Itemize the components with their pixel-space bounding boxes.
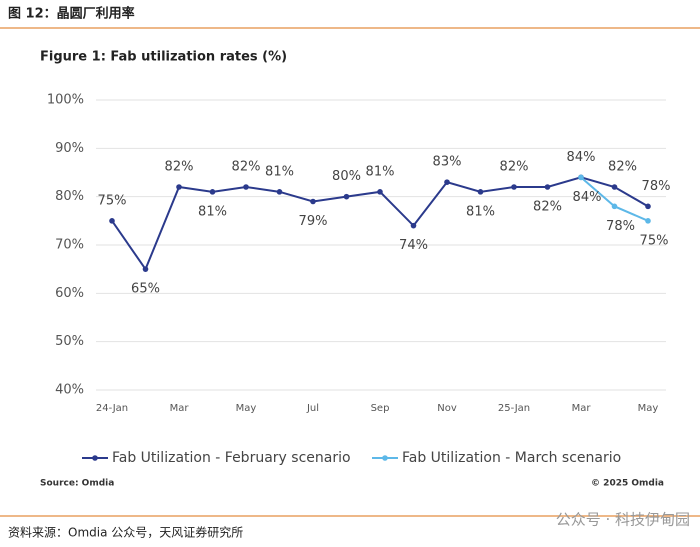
data-point — [611, 203, 618, 210]
y-tick-label: 90% — [55, 141, 84, 156]
data-point — [209, 189, 216, 195]
watermark: 公众号 · 科技伊甸园 — [556, 511, 690, 529]
data-label: 81% — [265, 164, 294, 179]
x-tick-label: May — [236, 403, 257, 414]
data-label: 82% — [165, 160, 194, 175]
data-point — [276, 189, 283, 195]
data-point — [477, 189, 484, 195]
x-tick-label: Mar — [572, 403, 592, 414]
data-label: 84% — [567, 150, 596, 165]
chart-title: Figure 1: Fab utilization rates (%) — [40, 50, 287, 65]
y-tick-label: 80% — [55, 189, 84, 204]
data-point — [377, 189, 383, 195]
data-point — [176, 184, 182, 190]
data-label: 79% — [299, 214, 328, 229]
data-point — [544, 184, 551, 190]
y-tick-label: 40% — [55, 383, 84, 398]
x-tick-label: 25-Jan — [498, 403, 530, 414]
data-label: 82% — [232, 160, 261, 175]
legend-marker — [92, 455, 98, 461]
data-label: 78% — [642, 179, 671, 194]
data-label: 74% — [399, 238, 428, 253]
data-label: 80% — [332, 169, 361, 184]
x-tick-label: Sep — [371, 403, 390, 414]
data-label: 83% — [433, 155, 462, 170]
legend-marker — [382, 455, 388, 461]
chart: 40% 50% 60% 70% 80% 90% 100% 24-Jan Mar May Jul Sep… — [47, 93, 671, 467]
data-point — [109, 218, 115, 224]
data-label: 78% — [606, 219, 635, 234]
data-label: 82% — [608, 160, 637, 175]
data-label: 82% — [500, 160, 529, 175]
data-label: 81% — [198, 204, 227, 219]
data-point — [142, 266, 149, 272]
data-label: 84% — [573, 190, 602, 205]
chart-source: Source: Omdia — [40, 479, 114, 489]
data-point — [243, 184, 249, 190]
data-point — [310, 198, 316, 205]
data-point — [578, 174, 584, 181]
data-label: 82% — [533, 200, 562, 215]
data-point — [645, 218, 651, 224]
data-point — [611, 184, 618, 190]
footer-source: 资料来源：Omdia 公众号，天风证券研究所 — [8, 525, 243, 540]
data-point — [410, 222, 417, 229]
y-tick-label: 100% — [47, 93, 84, 108]
data-label: 65% — [131, 282, 160, 297]
data-point — [645, 203, 651, 210]
y-tick-label: 70% — [55, 238, 84, 253]
x-tick-label: 24-Jan — [96, 403, 128, 414]
x-tick-label: Jul — [306, 403, 319, 414]
data-point — [511, 184, 517, 190]
data-point — [444, 179, 450, 185]
y-tick-label: 50% — [55, 334, 84, 349]
x-tick-label: Nov — [437, 403, 457, 414]
header-title: 图 12：晶圆厂利用率 — [8, 6, 135, 22]
legend-label: Fab Utilization - March scenario — [402, 450, 621, 466]
x-tick-label: May — [638, 403, 659, 414]
data-point — [343, 193, 350, 200]
x-tick-label: Mar — [170, 403, 190, 414]
data-label: 81% — [366, 164, 395, 179]
legend-label: Fab Utilization - February scenario — [112, 450, 351, 466]
data-label: 81% — [466, 204, 495, 219]
data-label: 75% — [98, 193, 127, 208]
data-label: 75% — [640, 233, 669, 248]
chart-copyright: © 2025 Omdia — [591, 479, 664, 489]
y-tick-label: 60% — [55, 286, 84, 301]
